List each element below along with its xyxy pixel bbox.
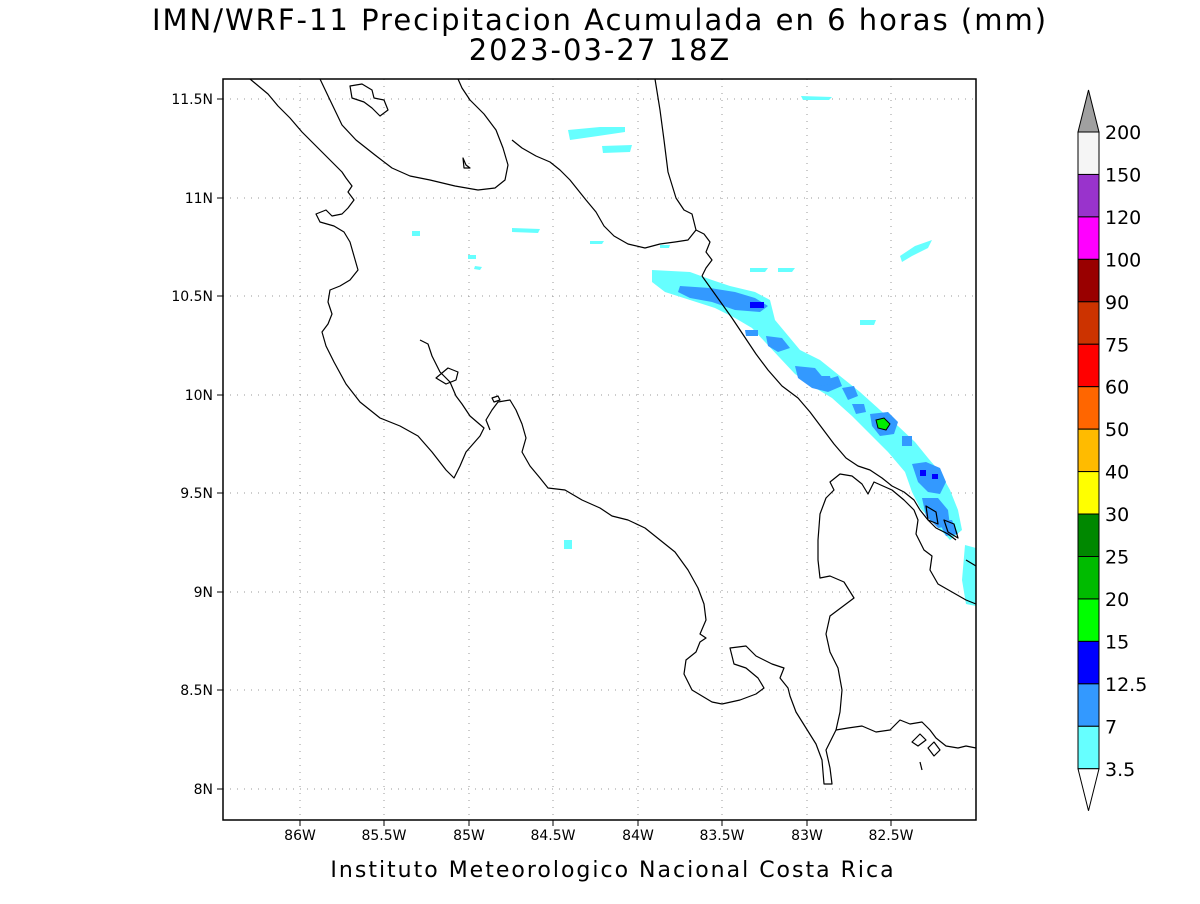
colorbar-label: 20 <box>1105 589 1129 611</box>
lat-tick-label: 9.5N <box>180 486 213 502</box>
lon-tick-label: 83W <box>791 828 823 844</box>
colorbar-swatch <box>1077 258 1100 303</box>
lon-tick-label: 83.5W <box>699 828 744 844</box>
ometepe-island <box>349 83 389 117</box>
colorbar-label: 50 <box>1105 419 1129 441</box>
chiriqui-coast <box>965 559 977 567</box>
colorbar-label: 75 <box>1105 334 1129 356</box>
colorbar-swatch <box>1077 428 1100 473</box>
map-background <box>223 79 976 820</box>
lake-nicaragua-shore <box>319 78 509 191</box>
panama-islet-small <box>919 761 923 771</box>
colorbar-label: 7 <box>1105 716 1117 738</box>
bocas-islet <box>943 519 959 539</box>
colorbar-swatch <box>1077 343 1100 388</box>
lon-tick-labels: 86W 85.5W 85W 84.5W 84W 83.5W 83W 82.5W <box>284 828 914 844</box>
lon-tick-label: 85W <box>453 828 485 844</box>
panama-islet <box>927 741 941 757</box>
lat-tick-label: 10N <box>185 388 213 404</box>
colorbar-swatch <box>1077 640 1100 685</box>
lon-tick-label: 84.5W <box>530 828 575 844</box>
lat-tick-label: 11N <box>185 191 213 207</box>
map-panel: 11.5N 11N 10.5N 10N 9.5N 9N 8.5N 8N 86W … <box>171 78 977 844</box>
colorbar-label: 30 <box>1105 504 1129 526</box>
precip-band-12.5-15 <box>750 302 938 479</box>
colorbar-label: 25 <box>1105 547 1129 569</box>
caribbean-coast-costa-rica <box>701 275 957 541</box>
lon-tick-label: 86W <box>284 828 316 844</box>
colorbar-label: 90 <box>1105 292 1129 314</box>
san-juan-river-mouth <box>695 229 713 277</box>
colorbar-swatch <box>1077 471 1100 515</box>
lat-tick-label: 9N <box>194 585 213 601</box>
lat-tick-label: 8N <box>194 782 213 798</box>
lon-tick-label: 85.5W <box>361 828 406 844</box>
bocas-islands <box>925 505 939 525</box>
colorbar-label: 3.5 <box>1105 759 1135 781</box>
map-frame <box>222 78 977 821</box>
lon-tick-label: 84W <box>622 828 654 844</box>
colorbar-swatch <box>1077 386 1100 430</box>
colorbar-label: 200 <box>1105 122 1141 144</box>
lake-islet <box>462 157 471 169</box>
colorbar-label: 12.5 <box>1105 674 1147 696</box>
lat-tick-label: 8.5N <box>180 683 213 699</box>
osa-peninsula <box>721 473 977 785</box>
lat-tick-label: 11.5N <box>171 92 213 108</box>
caribbean-coast-nicaragua <box>511 78 697 249</box>
colorbar-swatch <box>1077 513 1100 557</box>
pacific-coast-north <box>249 78 485 479</box>
colorbar-bottom-arrow <box>1077 768 1100 811</box>
nicoya-gulf-islet <box>491 395 501 403</box>
colorbar-label: 15 <box>1105 631 1129 653</box>
colorbar-label: 40 <box>1105 462 1129 484</box>
chart-title: IMN/WRF-11 Precipitacion Acumulada en 6 … <box>152 3 1048 37</box>
colorbar-swatch <box>1077 598 1100 642</box>
lat-tick-label: 10.5N <box>171 289 213 305</box>
colorbar-swatch <box>1077 683 1100 727</box>
colorbar-top-arrow <box>1077 89 1100 133</box>
lat-tick-labels: 11.5N 11N 10.5N 10N 9.5N 9N 8.5N 8N <box>171 92 213 798</box>
colorbar-label: 60 <box>1105 377 1129 399</box>
colorbar-label: 100 <box>1105 249 1141 271</box>
colorbar-swatch <box>1077 216 1100 260</box>
colorbar-swatch <box>1077 725 1100 770</box>
panama-coast-south <box>835 719 977 749</box>
colorbar-swatch <box>1077 556 1100 600</box>
colorbar-swatch <box>1077 131 1100 175</box>
colorbar: 200 150 120 100 90 75 60 50 40 30 25 20 15 12.5 7 3.5 <box>1077 89 1147 811</box>
axis-tick-marks <box>217 98 892 826</box>
colorbar-label: 150 <box>1105 164 1141 186</box>
coastline <box>249 78 977 785</box>
footer-credit: Instituto Meteorologico Nacional Costa R… <box>330 858 895 883</box>
precip-band-15-20 <box>875 417 891 431</box>
nicoya-gulf-island <box>435 367 459 385</box>
lon-tick-label: 82.5W <box>868 828 913 844</box>
pacific-coast-south <box>485 399 723 705</box>
colorbar-swatch <box>1077 301 1100 345</box>
chart-subtitle-date: 2023-03-27 18Z <box>469 33 732 67</box>
colorbar-swatch <box>1077 173 1100 218</box>
panama-island <box>911 733 927 747</box>
colorbar-label: 120 <box>1105 207 1141 229</box>
